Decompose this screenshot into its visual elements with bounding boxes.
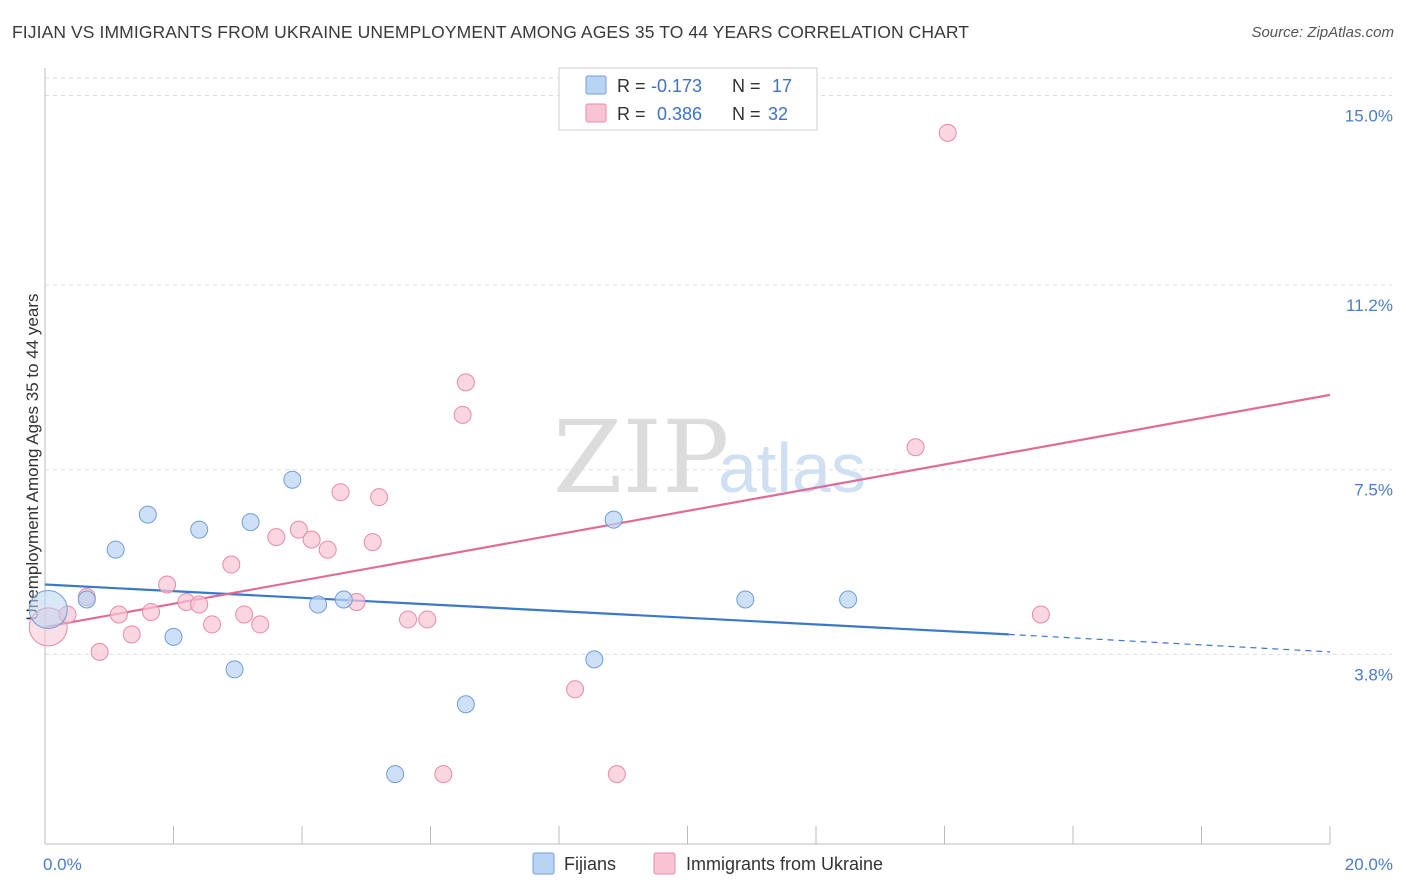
ukraine-point	[122, 625, 141, 644]
y-tick-label: 15.0%	[1345, 106, 1393, 125]
y-axis-label: Unemployment Among Ages 35 to 44 years	[23, 294, 42, 621]
fijians-point	[28, 589, 68, 629]
ukraine-point	[318, 540, 337, 559]
ukraine-point	[109, 605, 128, 624]
legend-n-label-fijians: N =	[732, 76, 761, 96]
ukraine-point	[399, 610, 418, 629]
legend-r-label-fijians: R =	[617, 76, 646, 96]
ukraine-point	[203, 615, 222, 634]
ukraine-point	[938, 123, 957, 142]
ukraine-point	[331, 483, 350, 502]
trend-lines	[44, 393, 1331, 653]
fijians-point	[456, 695, 475, 714]
ukraine-point	[363, 533, 382, 552]
fijians-point	[77, 590, 96, 609]
ukraine-point	[235, 605, 254, 624]
ukraine-point	[302, 530, 321, 549]
fijians-point	[309, 595, 328, 614]
trend-line-ukraine	[44, 393, 1331, 629]
stats-legend: R = -0.173 N = 17 R = 0.386 N = 32	[558, 67, 818, 131]
ukraine-point	[1031, 605, 1050, 624]
ukraine-point	[158, 575, 177, 594]
fijians-point	[283, 470, 302, 489]
bottom-legend-label-ukraine: Immigrants from Ukraine	[686, 854, 883, 874]
fijians-point	[106, 540, 125, 559]
legend-r-value-fijians: -0.173	[651, 76, 702, 96]
ukraine-point	[251, 615, 270, 634]
gridlines	[45, 77, 1392, 655]
ukraine-point	[434, 765, 453, 784]
series-legend: Fijians Immigrants from Ukraine	[532, 852, 883, 875]
x-tick-label-max: 20.0%	[1345, 855, 1393, 874]
ukraine-point	[190, 595, 209, 614]
bottom-legend-swatch-ukraine	[653, 852, 676, 875]
legend-r-value-ukraine: 0.386	[657, 104, 702, 124]
fijians-point	[604, 510, 623, 529]
fijians-point	[225, 660, 244, 679]
legend-n-label-ukraine: N =	[732, 104, 761, 124]
scatter-points	[28, 123, 1050, 784]
fijians-point	[190, 520, 209, 539]
legend-n-value-fijians: 17	[772, 76, 792, 96]
y-tick-labels: 3.8% 7.5% 11.2% 15.0%	[1345, 106, 1393, 684]
x-tick-label-min: 0.0%	[43, 855, 82, 874]
legend-r-label-ukraine: R =	[617, 104, 646, 124]
legend-n-value-ukraine: 32	[768, 104, 788, 124]
ukraine-point	[607, 765, 626, 784]
chart-title: FIJIAN VS IMMIGRANTS FROM UKRAINE UNEMPL…	[12, 22, 970, 42]
y-tick-label: 3.8%	[1354, 665, 1393, 684]
axes	[44, 68, 1331, 845]
ukraine-point	[289, 520, 308, 539]
ukraine-point	[142, 602, 161, 621]
bottom-legend-swatch-fijians	[532, 852, 555, 875]
ukraine-point	[566, 680, 585, 699]
fijians-point	[585, 650, 604, 669]
legend-swatch-ukraine	[585, 103, 607, 123]
ukraine-point	[453, 405, 472, 424]
ukraine-point	[222, 555, 241, 574]
ukraine-point	[267, 528, 286, 547]
y-tick-label: 7.5%	[1354, 481, 1393, 500]
fijians-point	[241, 513, 260, 532]
trend-line-fijians-extension	[1008, 633, 1331, 653]
ukraine-point	[370, 488, 389, 507]
y-tick-label: 11.2%	[1346, 296, 1393, 315]
watermark-zip: ZIP	[553, 399, 729, 516]
source-credit: Source: ZipAtlas.com	[1251, 24, 1394, 41]
trend-line-fijians	[44, 583, 1009, 636]
ukraine-point	[906, 438, 925, 457]
fijians-point	[736, 590, 755, 609]
watermark-atlas: atlas	[718, 429, 866, 507]
fijians-point	[164, 627, 183, 646]
legend-swatch-fijians	[585, 75, 607, 95]
x-tick-labels: 0.0% 20.0%	[43, 855, 1393, 874]
fijians-point	[334, 590, 353, 609]
fijians-point	[839, 590, 858, 609]
fijians-point	[386, 765, 405, 784]
fijians-point	[138, 505, 157, 524]
bottom-legend-label-fijians: Fijians	[564, 854, 616, 874]
ukraine-point	[90, 642, 109, 661]
ukraine-point	[456, 373, 475, 392]
ukraine-point	[418, 610, 437, 629]
